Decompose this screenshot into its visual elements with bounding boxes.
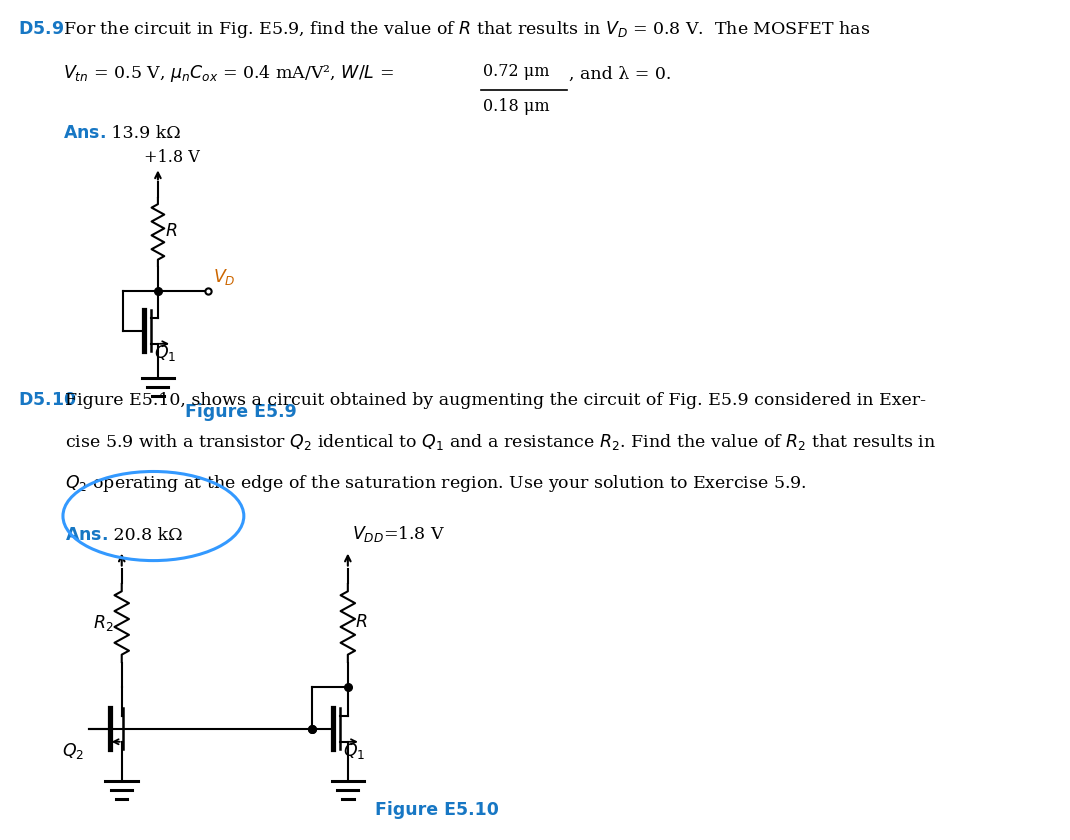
Text: $\mathbf{Ans.}$: $\mathbf{Ans.}$: [65, 526, 108, 543]
Text: 20.8 kΩ: 20.8 kΩ: [108, 527, 183, 543]
Text: cise 5.9 with a transistor $Q_2$ identical to $Q_1$ and a resistance $R_2$. Find: cise 5.9 with a transistor $Q_2$ identic…: [65, 432, 936, 452]
Text: For the circuit in Fig. E5.9, find the value of $R$ that results in $V_D$ = 0.8 : For the circuit in Fig. E5.9, find the v…: [59, 18, 871, 39]
Text: $V_{tn}$ = 0.5 V, $\mu_n C_{ox}$ = 0.4 mA/V², $W/L$ =: $V_{tn}$ = 0.5 V, $\mu_n C_{ox}$ = 0.4 m…: [63, 64, 396, 85]
Text: $R$: $R$: [355, 615, 367, 632]
Text: , and λ = 0.: , and λ = 0.: [569, 66, 672, 82]
Text: 13.9 kΩ: 13.9 kΩ: [106, 125, 181, 142]
Text: Figure E5.10, shows a circuit obtained by augmenting the circuit of Fig. E5.9 co: Figure E5.10, shows a circuit obtained b…: [65, 392, 926, 409]
Text: $Q_2$: $Q_2$: [62, 741, 85, 761]
Text: 0.72 μm: 0.72 μm: [484, 64, 550, 81]
Text: +1.8 V: +1.8 V: [144, 149, 200, 165]
Text: $V_D$: $V_D$: [213, 267, 235, 287]
Text: 0.18 μm: 0.18 μm: [484, 98, 550, 115]
Text: $R$: $R$: [165, 223, 178, 240]
Text: $R_2$: $R_2$: [93, 613, 113, 633]
Text: Figure E5.10: Figure E5.10: [374, 801, 499, 819]
Text: $Q_2$ operating at the edge of the saturation region. Use your solution to Exerc: $Q_2$ operating at the edge of the satur…: [65, 473, 807, 494]
Text: $\mathbf{D5.10}$: $\mathbf{D5.10}$: [18, 391, 76, 409]
Text: Figure E5.9: Figure E5.9: [185, 403, 296, 421]
Text: $\mathbf{Ans.}$: $\mathbf{Ans.}$: [63, 123, 106, 142]
Text: $Q_1$: $Q_1$: [342, 741, 365, 761]
Text: $\mathbf{D5.9}$: $\mathbf{D5.9}$: [18, 20, 64, 38]
Text: $Q_1$: $Q_1$: [154, 343, 175, 363]
Text: $V_{DD}$=1.8 V: $V_{DD}$=1.8 V: [352, 524, 445, 543]
